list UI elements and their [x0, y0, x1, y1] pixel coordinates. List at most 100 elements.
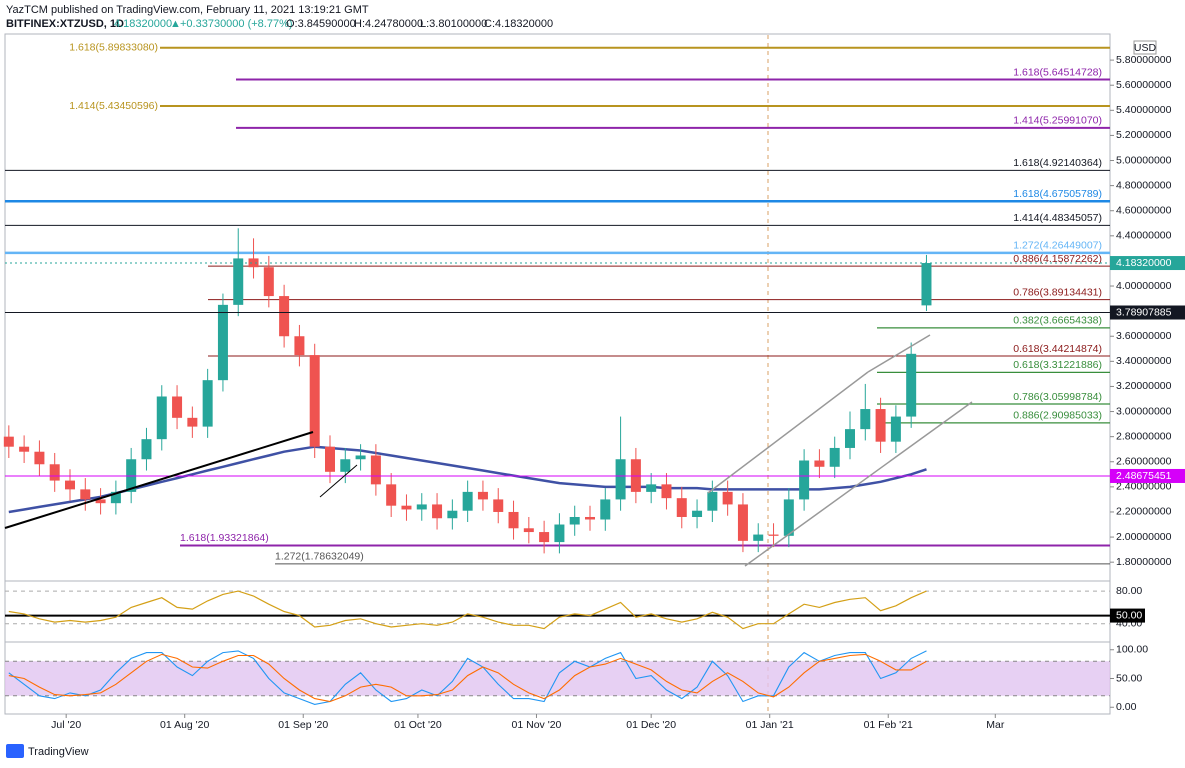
rsi-level-label: 50.00	[1116, 609, 1142, 621]
candle-body	[355, 455, 366, 460]
candle-body	[722, 491, 733, 505]
change: +0.33730000 (+8.77%)	[180, 18, 293, 30]
y-tick-label: 5.60000000	[1116, 79, 1172, 91]
stoch-tick-label: 50.00	[1116, 672, 1142, 684]
stoch-line	[8, 650, 927, 705]
candle-body	[187, 417, 198, 427]
price-tag-label: 3.78907885	[1116, 306, 1172, 318]
fib-label: 0.886(4.15872262)	[1013, 253, 1102, 265]
stoch-band	[5, 661, 1110, 696]
y-tick-label: 4.80000000	[1116, 179, 1172, 191]
candle-body	[523, 528, 534, 533]
candle-body	[217, 304, 228, 381]
candle-body	[202, 380, 213, 427]
y-tick-label: 2.00000000	[1116, 531, 1172, 543]
high: H:4.24780000	[354, 18, 423, 30]
candle-body	[493, 499, 504, 512]
symbol: BITFINEX:XTZUSD, 1D	[6, 18, 124, 30]
candle-body	[65, 480, 75, 490]
fib-label: 1.618(4.67505789)	[1013, 188, 1102, 200]
y-tick-label: 5.40000000	[1116, 104, 1172, 116]
brand: TradingView	[28, 746, 89, 758]
fib-label: 0.382(3.66654338)	[1013, 315, 1102, 327]
change-arrow: ▲	[170, 18, 181, 30]
fib-label: 1.618(5.89833080)	[69, 42, 158, 54]
candle-body	[845, 429, 855, 448]
candle-body	[585, 516, 595, 520]
candle-body	[676, 498, 687, 517]
plot: 1.80000000 2.00000000 2.20000000 2.40000000…	[3, 42, 1185, 731]
rsi-line	[8, 590, 927, 630]
fib-label: 1.414(4.48345057)	[1013, 212, 1102, 224]
fib-label: 1.414(5.25991070)	[1013, 115, 1102, 127]
candle-body	[737, 504, 748, 541]
candle-body	[263, 267, 274, 297]
candle-body	[906, 353, 917, 417]
stoch-tick-label: 100.00	[1116, 644, 1148, 656]
price-tag	[1110, 305, 1185, 320]
fib-label: 1.272(4.26449007)	[1013, 240, 1102, 252]
candle-body	[401, 505, 412, 510]
candle-body	[95, 499, 106, 504]
candle-body	[829, 447, 840, 467]
candle-body	[294, 336, 305, 356]
candle-body	[875, 409, 886, 442]
stoch-tick-label: 0.00	[1116, 701, 1137, 713]
channel-line	[867, 334, 931, 373]
currency-box	[1133, 40, 1157, 55]
fib-label: 0.618(3.31221886)	[1013, 359, 1102, 371]
candle-body	[768, 534, 779, 536]
fib-label: 1.272(1.78632049)	[275, 551, 364, 563]
candle-body	[799, 460, 810, 500]
candle-body	[860, 409, 871, 430]
fib-label: 0.786(3.89134431)	[1013, 286, 1102, 298]
fib-label: 0.618(3.44214874)	[1013, 343, 1102, 355]
candle-body	[600, 499, 611, 520]
candle-body	[80, 489, 91, 500]
moving-average	[8, 445, 927, 514]
candle-body	[661, 484, 672, 499]
candle-body	[569, 516, 580, 525]
y-tick-label: 2.20000000	[1116, 506, 1172, 518]
rsi-level-tag	[1110, 608, 1145, 623]
fib-label: 1.618(1.93321864)	[180, 532, 269, 544]
stoch-line	[8, 653, 927, 703]
fib-label: 0.886(2.90985033)	[1013, 410, 1102, 422]
x-tick-label: 01 Nov '20	[512, 719, 562, 731]
candle-body	[279, 296, 290, 337]
candle-body	[19, 446, 30, 452]
y-tick-label: 2.80000000	[1116, 430, 1172, 442]
candle-body	[340, 459, 351, 472]
candle-body	[890, 416, 901, 442]
y-tick-label: 5.00000000	[1116, 154, 1172, 166]
x-tick-label: Mar	[986, 719, 1005, 731]
x-tick-label: Jul '20	[51, 719, 81, 731]
trendline	[4, 431, 314, 529]
rsi-tick-label: 80.00	[1116, 585, 1142, 597]
y-tick-label: 5.20000000	[1116, 129, 1172, 141]
candle-body	[141, 439, 152, 460]
candle-body	[416, 504, 427, 510]
candle-body	[707, 491, 718, 511]
fib-label: 1.618(5.64514728)	[1013, 66, 1102, 78]
candle-body	[34, 451, 45, 465]
y-tick-label: 3.00000000	[1116, 405, 1172, 417]
y-tick-label: 3.40000000	[1116, 355, 1172, 367]
candle-body	[156, 396, 167, 440]
candle-body	[309, 355, 320, 447]
publisher: YazTCM published on TradingView.com, Feb…	[6, 4, 369, 16]
price-tag-label: 2.48675451	[1116, 470, 1172, 482]
price-tag-label: 4.18320000	[1116, 257, 1172, 269]
candle-body	[110, 491, 121, 504]
channel-line	[744, 401, 973, 567]
candle-body	[921, 263, 932, 306]
price-tag	[1110, 256, 1185, 271]
x-tick-label: 01 Oct '20	[394, 719, 442, 731]
low: L:3.80100000	[420, 18, 487, 30]
close: C:4.18320000	[484, 18, 553, 30]
y-tick-label: 4.60000000	[1116, 205, 1172, 217]
channel-line	[707, 371, 869, 494]
candle-body	[477, 491, 488, 500]
x-tick-label: 01 Dec '20	[626, 719, 676, 731]
